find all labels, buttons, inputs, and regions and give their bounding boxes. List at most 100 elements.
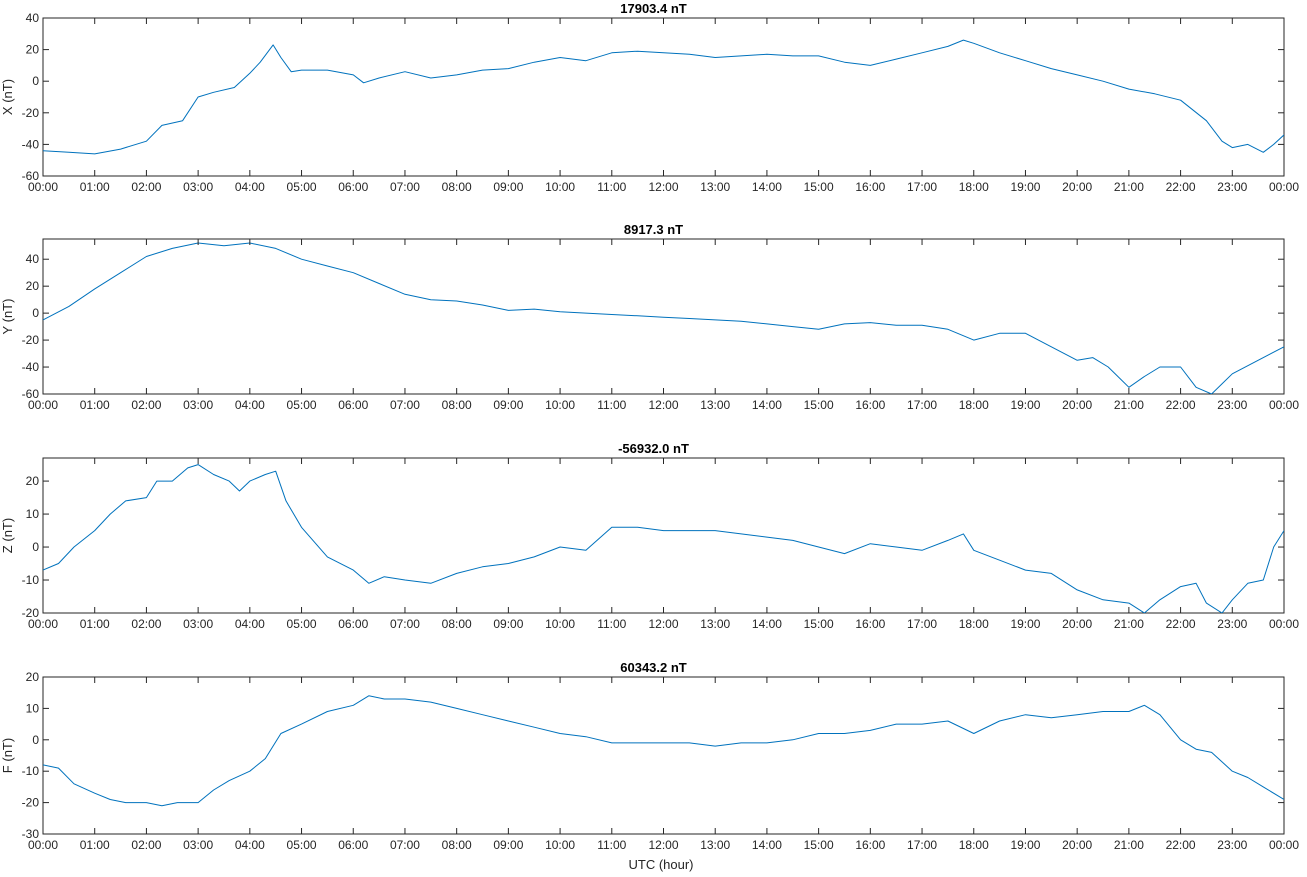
x-tick-label-z-13: 13:00 (700, 617, 730, 631)
x-tick-label-y-13: 13:00 (700, 398, 730, 412)
x-tick-label-x-10: 10:00 (545, 180, 575, 194)
panel-z: 00:00 01:00 02:00 03:00 04:00 05:00 06:00 07:00… (0, 441, 1299, 631)
x-tick-label-z-21: 21:00 (1114, 617, 1144, 631)
x-tick-label-x-23: 23:00 (1217, 180, 1247, 194)
x-tick-label-f-15: 15:00 (804, 838, 834, 852)
series-line-x (43, 39, 1284, 155)
x-tick-label-y-19: 19:00 (1010, 398, 1040, 412)
x-tick-label-f-11: 11:00 (597, 838, 626, 852)
y-tick-label-z-0: -20 (22, 606, 40, 620)
x-tick-label-x-13: 13:00 (700, 180, 730, 194)
y-tick-label-f-1: -20 (22, 796, 40, 810)
x-tick-label-f-22: 22:00 (1166, 838, 1196, 852)
x-tick-label-x-7: 07:00 (390, 180, 420, 194)
x-tick-label-z-0: 00:00 (28, 617, 58, 631)
panel-y: 00:00 01:00 02:00 03:00 04:00 05:00 06:00 07:00… (0, 222, 1299, 412)
x-tick-label-x-17: 17:00 (907, 180, 937, 194)
x-tick-label-y-14: 14:00 (752, 398, 782, 412)
x-tick-label-f-18: 18:00 (959, 838, 989, 852)
x-tick-label-x-11: 11:00 (597, 180, 626, 194)
x-tick-label-z-3: 03:00 (183, 617, 213, 631)
x-tick-label-x-6: 06:00 (338, 180, 368, 194)
x-tick-label-z-24: 00:00 (1269, 617, 1299, 631)
x-tick-label-f-16: 16:00 (855, 838, 885, 852)
x-tick-label-f-5: 05:00 (287, 838, 317, 852)
x-tick-label-f-9: 09:00 (493, 838, 523, 852)
plot-area-x (42, 17, 1285, 177)
x-tick-label-f-14: 14:00 (752, 838, 782, 852)
x-tick-label-x-2: 02:00 (131, 180, 161, 194)
x-tick-label-f-2: 02:00 (131, 838, 161, 852)
y-tick-label-y-2: -20 (22, 333, 40, 347)
y-axis-label-z: Z (nT) (0, 518, 15, 553)
x-tick-label-y-2: 02:00 (131, 398, 161, 412)
x-tick-label-y-1: 01:00 (80, 398, 110, 412)
chart-title-x: 17903.4 nT (620, 1, 687, 16)
x-tick-label-x-16: 16:00 (855, 180, 885, 194)
x-tick-label-x-22: 22:00 (1166, 180, 1196, 194)
x-tick-label-x-1: 01:00 (80, 180, 110, 194)
chart-title-y: 8917.3 nT (624, 222, 683, 237)
x-tick-label-z-6: 06:00 (338, 617, 368, 631)
plots-root: 00:00 01:00 02:00 03:00 04:00 05:00 06:00 07:00… (0, 1, 1299, 852)
plot-area-z (42, 457, 1285, 614)
y-tick-label-f-4: 10 (26, 701, 40, 715)
y-axis-label-x: X (nT) (0, 79, 15, 115)
x-tick-label-f-0: 00:00 (28, 838, 58, 852)
y-tick-label-x-1: -40 (22, 137, 40, 151)
y-tick-label-y-5: 40 (26, 252, 40, 266)
x-tick-label-x-24: 00:00 (1269, 180, 1299, 194)
x-tick-label-z-23: 23:00 (1217, 617, 1247, 631)
y-axis-label-f: F (nT) (0, 738, 15, 773)
y-tick-label-f-0: -30 (22, 827, 40, 841)
x-tick-label-f-23: 23:00 (1217, 838, 1247, 852)
x-tick-label-y-3: 03:00 (183, 398, 213, 412)
x-tick-label-z-17: 17:00 (907, 617, 937, 631)
plot-area-f (42, 676, 1285, 835)
x-tick-label-y-17: 17:00 (907, 398, 937, 412)
x-tick-label-z-11: 11:00 (597, 617, 626, 631)
x-tick-label-z-7: 07:00 (390, 617, 420, 631)
x-tick-label-y-8: 08:00 (442, 398, 472, 412)
x-tick-label-z-14: 14:00 (752, 617, 782, 631)
y-tick-label-y-1: -40 (22, 360, 40, 374)
y-tick-label-z-3: 10 (26, 507, 40, 521)
y-tick-label-x-4: 20 (26, 43, 40, 57)
x-tick-label-z-1: 01:00 (80, 617, 110, 631)
y-tick-label-y-0: -60 (22, 387, 40, 401)
y-tick-label-x-2: -20 (22, 106, 40, 120)
x-tick-label-x-0: 00:00 (28, 180, 58, 194)
x-tick-label-y-5: 05:00 (287, 398, 317, 412)
chart-title-f: 60343.2 nT (620, 660, 687, 675)
y-tick-label-x-5: 40 (26, 11, 40, 25)
x-tick-label-f-17: 17:00 (907, 838, 937, 852)
x-tick-label-f-24: 00:00 (1269, 838, 1299, 852)
x-tick-label-z-5: 05:00 (287, 617, 317, 631)
x-tick-label-z-18: 18:00 (959, 617, 989, 631)
chart-title-z: -56932.0 nT (618, 441, 689, 456)
series-line-z (43, 464, 1284, 613)
x-tick-label-z-8: 08:00 (442, 617, 472, 631)
x-tick-label-z-10: 10:00 (545, 617, 575, 631)
x-tick-label-f-19: 19:00 (1010, 838, 1040, 852)
x-tick-label-z-19: 19:00 (1010, 617, 1040, 631)
plot-area-y (42, 238, 1285, 395)
x-tick-label-y-21: 21:00 (1114, 398, 1144, 412)
x-tick-label-y-0: 00:00 (28, 398, 58, 412)
x-tick-label-f-4: 04:00 (235, 838, 265, 852)
x-tick-label-x-14: 14:00 (752, 180, 782, 194)
y-tick-label-z-4: 20 (26, 474, 40, 488)
y-tick-label-f-5: 20 (26, 670, 40, 684)
x-tick-label-x-12: 12:00 (648, 180, 678, 194)
x-tick-label-f-1: 01:00 (80, 838, 110, 852)
y-tick-label-y-3: 0 (32, 306, 39, 320)
x-tick-label-f-6: 06:00 (338, 838, 368, 852)
x-tick-label-f-7: 07:00 (390, 838, 420, 852)
x-tick-label-f-20: 20:00 (1062, 838, 1092, 852)
x-tick-label-z-20: 20:00 (1062, 617, 1092, 631)
x-tick-label-x-15: 15:00 (804, 180, 834, 194)
y-axis-label-y: Y (nT) (0, 299, 15, 335)
x-axis-label: UTC (hour) (628, 857, 693, 872)
